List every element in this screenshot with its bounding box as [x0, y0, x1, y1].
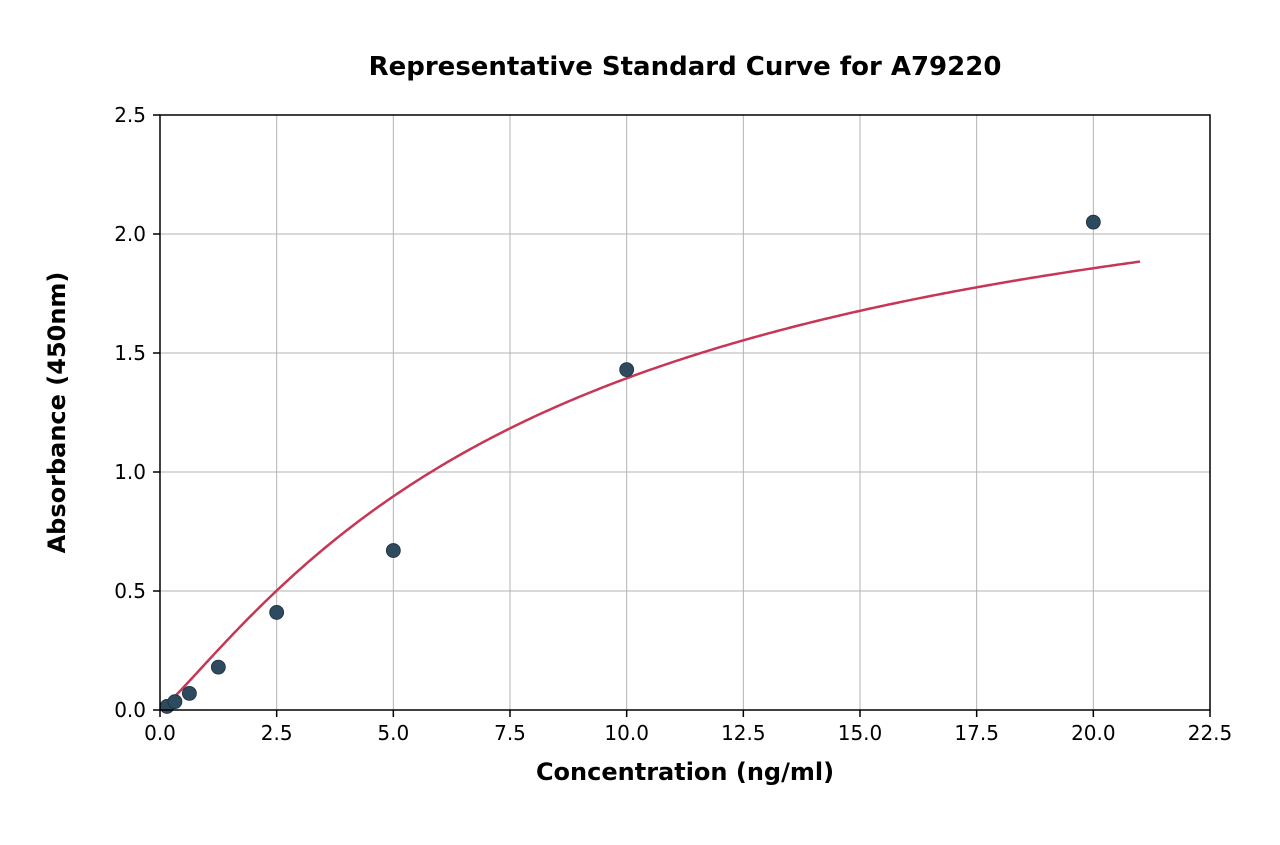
data-point	[168, 695, 182, 709]
x-tick-label: 5.0	[377, 721, 409, 745]
y-axis-label: Absorbance (450nm)	[43, 272, 71, 554]
data-point	[1086, 215, 1100, 229]
x-tick-label: 7.5	[494, 721, 526, 745]
y-tick-label: 1.0	[114, 460, 146, 484]
x-tick-label: 15.0	[838, 721, 883, 745]
plot-area	[160, 115, 1210, 710]
y-tick-label: 1.5	[114, 341, 146, 365]
x-tick-label: 12.5	[721, 721, 766, 745]
y-axis: 0.0 0.5 1.0 1.5 2.0 2.5	[114, 103, 160, 722]
x-axis-label: Concentration (ng/ml)	[536, 758, 834, 786]
x-tick-label: 22.5	[1188, 721, 1233, 745]
x-tick-label: 10.0	[604, 721, 649, 745]
chart-container: 0.02.55.07.510.012.515.017.520.022.50.00…	[0, 0, 1280, 845]
standard-curve-chart: 0.02.55.07.510.012.515.017.520.022.50.00…	[0, 0, 1280, 845]
y-tick-label: 2.0	[114, 222, 146, 246]
x-axis: 0.0 2.5 5.0 7.5 10.0 12.5 15.0 17.5 20.0 22.5	[144, 710, 1232, 745]
data-point	[270, 605, 284, 619]
x-tick-label: 2.5	[261, 721, 293, 745]
y-tick-label: 2.5	[114, 103, 146, 127]
data-point	[620, 363, 634, 377]
x-tick-label: 20.0	[1071, 721, 1116, 745]
x-tick-label: 17.5	[954, 721, 999, 745]
x-tick-label: 0.0	[144, 721, 176, 745]
chart-title: Representative Standard Curve for A79220	[369, 52, 1002, 82]
y-tick-label: 0.5	[114, 579, 146, 603]
data-point	[211, 660, 225, 674]
data-point	[386, 544, 400, 558]
y-tick-label: 0.0	[114, 698, 146, 722]
data-point	[182, 686, 196, 700]
